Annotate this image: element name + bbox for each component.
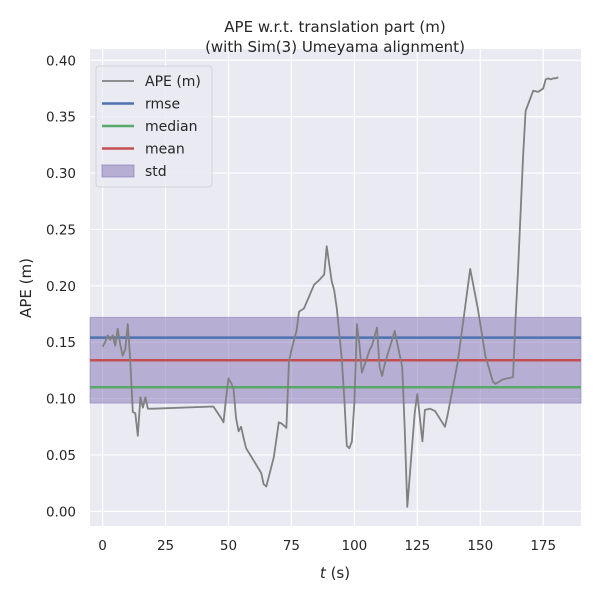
x-tick-labels: 0 25 50 75 100 125 150 175 (98, 538, 556, 554)
legend-label: rmse (145, 97, 180, 113)
y-tick-label: 0.10 (46, 392, 76, 408)
legend-box (95, 65, 213, 188)
legend-item-apem: APE (m) (102, 74, 201, 90)
y-axis-label: APE (m) (17, 258, 35, 318)
y-tick-label: 0.20 (46, 279, 76, 295)
legend-item-rmse: rmse (102, 97, 180, 113)
x-tick-label: 100 (341, 538, 367, 554)
legend-item-median: median (102, 119, 197, 135)
legend-label: APE (m) (145, 74, 201, 90)
y-tick-label: 0.40 (46, 53, 76, 69)
chart-subtitle: (with Sim(3) Umeyama alignment) (205, 38, 465, 56)
legend-item-mean: mean (102, 142, 185, 158)
x-tick-label: 75 (283, 538, 300, 554)
legend-label: mean (145, 142, 185, 158)
legend: APE (m) rmse median mean std (95, 65, 213, 188)
x-axis-variable: t (320, 564, 327, 582)
stat-lines (90, 336, 581, 389)
y-tick-labels: 0.00 0.05 0.10 0.15 0.20 0.25 0.30 0.35 0.40 (46, 53, 76, 520)
x-tick-label: 25 (157, 538, 174, 554)
x-axis-label: t (s) (320, 564, 350, 582)
y-tick-label: 0.00 (46, 504, 76, 520)
y-tick-label: 0.35 (46, 110, 76, 126)
ape-line (101, 76, 559, 508)
y-tick-label: 0.05 (46, 448, 76, 464)
legend-label: std (145, 164, 167, 180)
x-tick-label: 0 (98, 538, 107, 554)
x-tick-label: 150 (467, 538, 493, 554)
y-tick-label: 0.30 (46, 166, 76, 182)
chart-title: APE w.r.t. translation part (m) (224, 18, 445, 36)
legend-item-std: std (101, 164, 167, 180)
x-tick-label: 175 (530, 538, 556, 554)
legend-label: median (145, 119, 197, 135)
legend-swatch (101, 164, 135, 178)
x-tick-label: 125 (404, 538, 430, 554)
x-axis-unit: (s) (326, 564, 350, 582)
y-tick-label: 0.25 (46, 222, 76, 238)
x-tick-label: 50 (220, 538, 237, 554)
ape-series (101, 76, 559, 508)
y-tick-label: 0.15 (46, 335, 76, 351)
